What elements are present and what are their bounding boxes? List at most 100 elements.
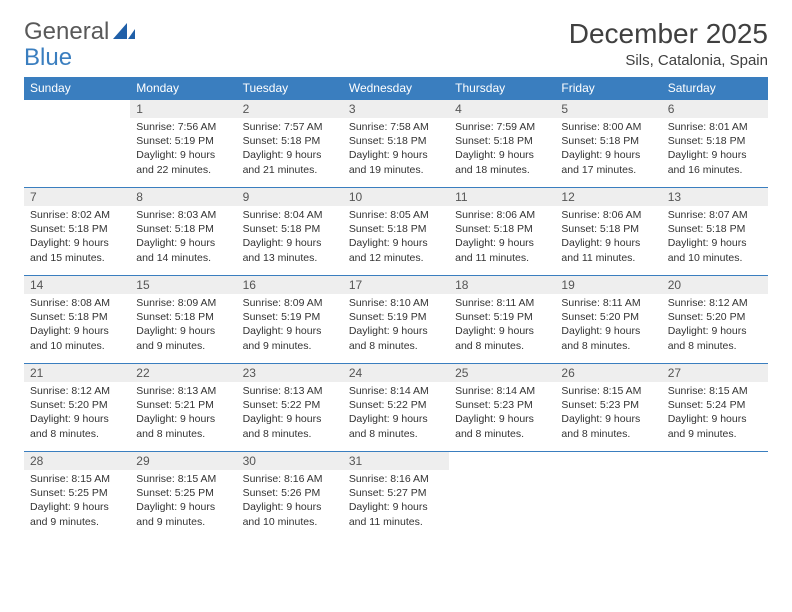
daylight-text: Daylight: 9 hours [668, 412, 762, 426]
day-content: Sunrise: 7:58 AMSunset: 5:18 PMDaylight:… [343, 118, 449, 181]
daylight-text: and 16 minutes. [668, 163, 762, 177]
daylight-text: and 8 minutes. [668, 339, 762, 353]
day-content: Sunrise: 8:15 AMSunset: 5:25 PMDaylight:… [130, 470, 236, 533]
sunset-text: Sunset: 5:18 PM [349, 134, 443, 148]
sunrise-text: Sunrise: 8:10 AM [349, 296, 443, 310]
calendar-week-row: 7Sunrise: 8:02 AMSunset: 5:18 PMDaylight… [24, 188, 768, 276]
daylight-text: Daylight: 9 hours [668, 236, 762, 250]
daylight-text: Daylight: 9 hours [668, 148, 762, 162]
weekday-header: Wednesday [343, 77, 449, 100]
day-number: 1 [130, 100, 236, 118]
daylight-text: and 11 minutes. [561, 251, 655, 265]
day-number: 24 [343, 364, 449, 382]
calendar-day-cell: 12Sunrise: 8:06 AMSunset: 5:18 PMDayligh… [555, 188, 661, 276]
sunset-text: Sunset: 5:22 PM [243, 398, 337, 412]
calendar-week-row: 14Sunrise: 8:08 AMSunset: 5:18 PMDayligh… [24, 276, 768, 364]
sunset-text: Sunset: 5:19 PM [243, 310, 337, 324]
calendar-day-cell: 28Sunrise: 8:15 AMSunset: 5:25 PMDayligh… [24, 452, 130, 540]
sunrise-text: Sunrise: 8:15 AM [668, 384, 762, 398]
calendar-day-cell: 8Sunrise: 8:03 AMSunset: 5:18 PMDaylight… [130, 188, 236, 276]
calendar-day-cell: 9Sunrise: 8:04 AMSunset: 5:18 PMDaylight… [237, 188, 343, 276]
day-content: Sunrise: 8:03 AMSunset: 5:18 PMDaylight:… [130, 206, 236, 269]
day-number: 20 [662, 276, 768, 294]
day-number: 9 [237, 188, 343, 206]
calendar-day-cell: 19Sunrise: 8:11 AMSunset: 5:20 PMDayligh… [555, 276, 661, 364]
sunset-text: Sunset: 5:18 PM [243, 134, 337, 148]
calendar-week-row: 21Sunrise: 8:12 AMSunset: 5:20 PMDayligh… [24, 364, 768, 452]
day-content: Sunrise: 8:08 AMSunset: 5:18 PMDaylight:… [24, 294, 130, 357]
sunset-text: Sunset: 5:18 PM [349, 222, 443, 236]
sunset-text: Sunset: 5:25 PM [136, 486, 230, 500]
daylight-text: and 9 minutes. [136, 339, 230, 353]
daylight-text: and 9 minutes. [243, 339, 337, 353]
sunset-text: Sunset: 5:22 PM [349, 398, 443, 412]
daylight-text: Daylight: 9 hours [136, 412, 230, 426]
sunrise-text: Sunrise: 8:05 AM [349, 208, 443, 222]
sunset-text: Sunset: 5:18 PM [668, 134, 762, 148]
day-number: 11 [449, 188, 555, 206]
day-content: Sunrise: 8:10 AMSunset: 5:19 PMDaylight:… [343, 294, 449, 357]
day-content: Sunrise: 8:15 AMSunset: 5:23 PMDaylight:… [555, 382, 661, 445]
daylight-text: and 10 minutes. [243, 515, 337, 529]
daylight-text: Daylight: 9 hours [349, 324, 443, 338]
sunrise-text: Sunrise: 8:02 AM [30, 208, 124, 222]
day-number: 21 [24, 364, 130, 382]
sunset-text: Sunset: 5:19 PM [455, 310, 549, 324]
day-content: Sunrise: 8:13 AMSunset: 5:21 PMDaylight:… [130, 382, 236, 445]
sunrise-text: Sunrise: 8:12 AM [30, 384, 124, 398]
day-number: 25 [449, 364, 555, 382]
sunrise-text: Sunrise: 8:16 AM [349, 472, 443, 486]
day-number: 4 [449, 100, 555, 118]
daylight-text: Daylight: 9 hours [455, 324, 549, 338]
sunset-text: Sunset: 5:20 PM [30, 398, 124, 412]
calendar-day-cell: 5Sunrise: 8:00 AMSunset: 5:18 PMDaylight… [555, 100, 661, 188]
daylight-text: and 18 minutes. [455, 163, 549, 177]
calendar-day-cell: 24Sunrise: 8:14 AMSunset: 5:22 PMDayligh… [343, 364, 449, 452]
calendar-day-cell: 15Sunrise: 8:09 AMSunset: 5:18 PMDayligh… [130, 276, 236, 364]
day-content: Sunrise: 8:15 AMSunset: 5:25 PMDaylight:… [24, 470, 130, 533]
daylight-text: and 13 minutes. [243, 251, 337, 265]
weekday-header: Friday [555, 77, 661, 100]
daylight-text: Daylight: 9 hours [30, 500, 124, 514]
daylight-text: and 21 minutes. [243, 163, 337, 177]
calendar-day-cell: 10Sunrise: 8:05 AMSunset: 5:18 PMDayligh… [343, 188, 449, 276]
daylight-text: Daylight: 9 hours [243, 148, 337, 162]
weekday-header: Tuesday [237, 77, 343, 100]
day-number: 8 [130, 188, 236, 206]
day-content: Sunrise: 8:14 AMSunset: 5:23 PMDaylight:… [449, 382, 555, 445]
daylight-text: and 11 minutes. [349, 515, 443, 529]
day-number: 13 [662, 188, 768, 206]
logo-sail-icon [113, 21, 135, 41]
calendar-week-row: 1Sunrise: 7:56 AMSunset: 5:19 PMDaylight… [24, 100, 768, 188]
calendar-day-cell: 20Sunrise: 8:12 AMSunset: 5:20 PMDayligh… [662, 276, 768, 364]
calendar-day-cell: 22Sunrise: 8:13 AMSunset: 5:21 PMDayligh… [130, 364, 236, 452]
calendar-day-cell: 31Sunrise: 8:16 AMSunset: 5:27 PMDayligh… [343, 452, 449, 540]
daylight-text: Daylight: 9 hours [668, 324, 762, 338]
sunset-text: Sunset: 5:18 PM [136, 310, 230, 324]
calendar-day-cell: 13Sunrise: 8:07 AMSunset: 5:18 PMDayligh… [662, 188, 768, 276]
weekday-header: Sunday [24, 77, 130, 100]
title-block: December 2025 Sils, Catalonia, Spain [569, 18, 768, 69]
daylight-text: Daylight: 9 hours [136, 500, 230, 514]
sunset-text: Sunset: 5:27 PM [349, 486, 443, 500]
sunrise-text: Sunrise: 8:15 AM [30, 472, 124, 486]
calendar-day-cell: 14Sunrise: 8:08 AMSunset: 5:18 PMDayligh… [24, 276, 130, 364]
daylight-text: Daylight: 9 hours [561, 236, 655, 250]
daylight-text: and 8 minutes. [30, 427, 124, 441]
logo-text-blue: Blue [24, 44, 72, 72]
daylight-text: Daylight: 9 hours [455, 236, 549, 250]
sunset-text: Sunset: 5:26 PM [243, 486, 337, 500]
sunset-text: Sunset: 5:24 PM [668, 398, 762, 412]
daylight-text: Daylight: 9 hours [136, 324, 230, 338]
daylight-text: and 8 minutes. [349, 339, 443, 353]
day-content: Sunrise: 8:12 AMSunset: 5:20 PMDaylight:… [24, 382, 130, 445]
sunset-text: Sunset: 5:18 PM [30, 222, 124, 236]
calendar-day-cell: 21Sunrise: 8:12 AMSunset: 5:20 PMDayligh… [24, 364, 130, 452]
day-content: Sunrise: 8:13 AMSunset: 5:22 PMDaylight:… [237, 382, 343, 445]
daylight-text: and 9 minutes. [668, 427, 762, 441]
daylight-text: Daylight: 9 hours [136, 236, 230, 250]
sunrise-text: Sunrise: 7:56 AM [136, 120, 230, 134]
calendar-day-cell: 3Sunrise: 7:58 AMSunset: 5:18 PMDaylight… [343, 100, 449, 188]
sunrise-text: Sunrise: 8:06 AM [455, 208, 549, 222]
day-content: Sunrise: 7:59 AMSunset: 5:18 PMDaylight:… [449, 118, 555, 181]
